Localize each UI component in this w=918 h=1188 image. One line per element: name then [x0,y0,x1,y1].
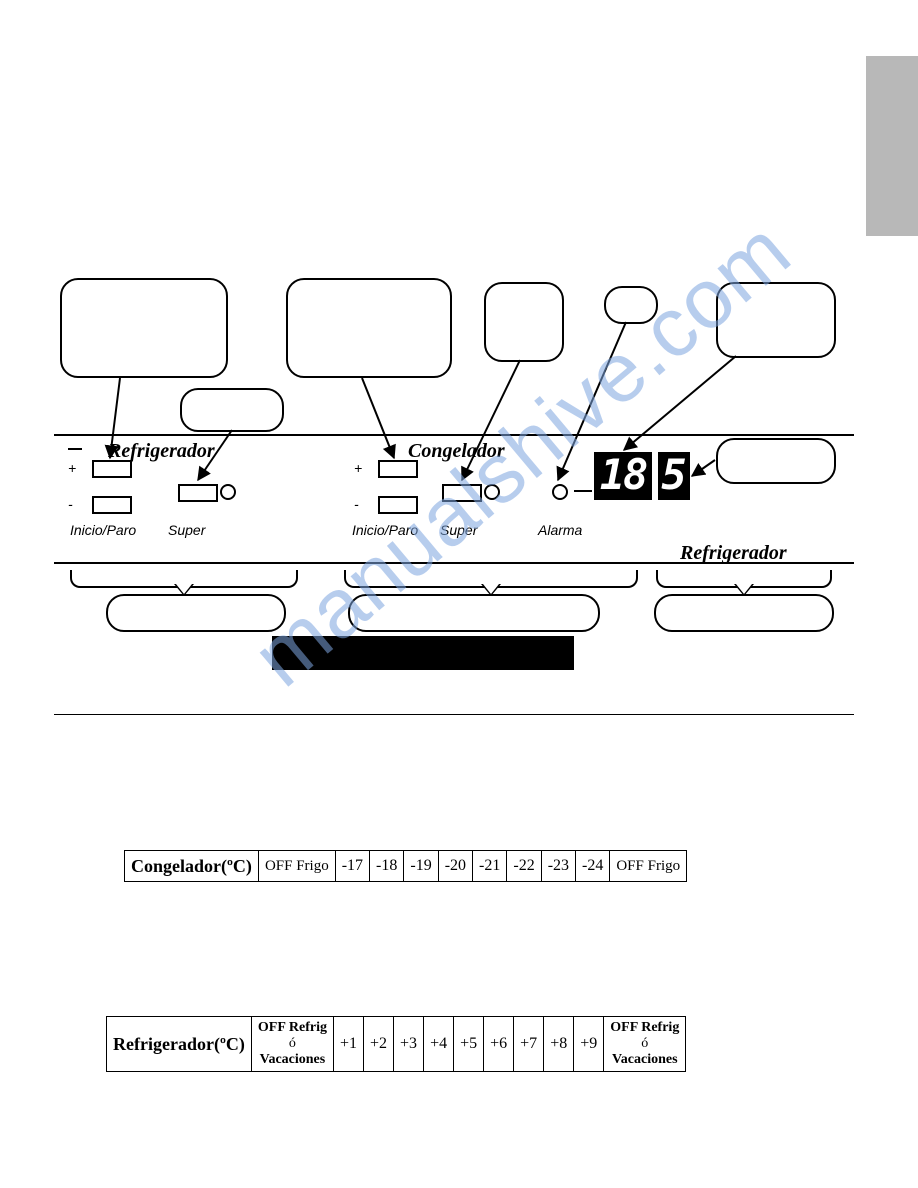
callout-box-5 [604,286,658,324]
fridge-minus-button[interactable] [92,496,132,514]
label-inicioparo-left: Inicio/Paro [70,522,136,538]
freezer-table-header: Congelador(ºC) [125,851,259,882]
black-caption-bar [272,636,574,670]
callout-box-1 [60,278,228,378]
label-plus-left: + [68,460,76,476]
callout-box-6 [716,282,836,358]
fridge-temp-display: 5 [658,452,690,500]
freezer-super-led [484,484,500,500]
callout-box-2 [180,388,284,432]
label-super-left: Super [168,522,205,538]
minus-sign-icon [574,490,592,492]
brace-left [70,570,298,588]
freezer-minus-button[interactable] [378,496,418,514]
label-plus-mid: + [354,460,362,476]
tick-mark [68,448,82,450]
fridge-plus-button[interactable] [92,460,132,478]
freezer-temperature-table: Congelador(ºC) OFF Frigo -17 -18 -19 -20… [124,850,687,882]
freezer-plus-button[interactable] [378,460,418,478]
caption-pill-middle [348,594,600,632]
freezer-super-button[interactable] [442,484,482,502]
label-inicioparo-mid: Inicio/Paro [352,522,418,538]
brace-right [656,570,832,588]
label-alarma: Alarma [538,522,582,538]
fridge-off-right: OFF Refrig ó Vacaciones [604,1017,686,1072]
label-minus-mid: - [354,496,359,512]
freezer-temp-display: 18 [594,452,652,500]
fridge-off-left: OFF Refrig ó Vacaciones [251,1017,333,1072]
fridge-super-led [220,484,236,500]
section-title-freezer: Congelador [408,440,505,463]
caption-pill-right [654,594,834,632]
callout-box-3 [286,278,452,378]
fridge-table-header: Refrigerador(ºC) [107,1017,252,1072]
fridge-super-button[interactable] [178,484,218,502]
caption-pill-left [106,594,286,632]
page-side-tab [866,56,918,236]
label-super-mid: Super [440,522,477,538]
brace-middle [344,570,638,588]
label-minus-left: - [68,496,73,512]
fridge-temperature-table: Refrigerador(ºC) OFF Refrig ó Vacaciones… [106,1016,686,1072]
callout-box-4 [484,282,564,362]
horizontal-rule [54,714,854,715]
alarm-led [552,484,568,500]
section-title-display-fridge: Refrigerador [680,542,787,565]
